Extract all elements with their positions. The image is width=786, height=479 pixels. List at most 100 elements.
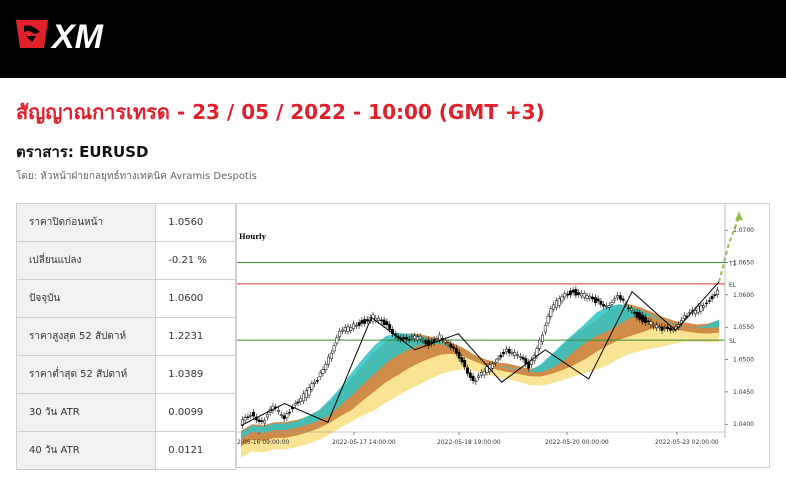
candle-body (560, 296, 564, 302)
candle-body (485, 366, 489, 373)
candle-body (621, 298, 625, 301)
candle-body (535, 348, 539, 356)
svg-text:XM: XM (50, 18, 104, 56)
candle-body (557, 298, 561, 306)
candle-body (452, 346, 456, 349)
candle-body (446, 342, 450, 345)
candle-body (705, 302, 708, 305)
candle-body (310, 383, 314, 390)
price-chart: Hourly T1 EL SL 1.0400 1.0450 1.0500 1.0550 1.0… (236, 203, 770, 468)
candle-body (438, 334, 442, 341)
candle-body (682, 315, 686, 319)
stat-label: เปลี่ยนแปลง (15, 241, 157, 280)
stat-value: -0.21 % (155, 241, 236, 280)
zigzag-line (240, 281, 720, 426)
level-label: T1 (728, 261, 737, 268)
candle-body (410, 336, 414, 339)
candle-body (315, 380, 319, 382)
candle-body (702, 305, 706, 309)
candle-body (263, 420, 267, 424)
candle-body (246, 416, 250, 418)
candle-body (296, 401, 300, 404)
candle-body (463, 360, 467, 368)
candle-body (566, 293, 569, 296)
candle-body (243, 417, 247, 421)
xm-logo-icon[interactable]: XM (14, 12, 134, 56)
candle-body (407, 338, 411, 341)
candle-body (474, 380, 478, 383)
candle-body (513, 351, 517, 356)
candle-body (607, 305, 611, 308)
price-chart-svg: Hourly T1 EL SL 1.0400 1.0450 1.0500 1.0550 1.0… (237, 204, 754, 458)
candle-body (435, 338, 439, 341)
candle-body (649, 321, 653, 325)
timeframe-label: Hourly (239, 232, 267, 241)
candle-body (466, 367, 469, 374)
candle-body (574, 289, 578, 296)
candle-body (596, 298, 600, 302)
candle-body (249, 414, 253, 417)
candle-body (413, 335, 417, 340)
candle-body (402, 337, 406, 340)
candle-body (518, 355, 522, 358)
stat-value: 1.0560 (155, 203, 236, 242)
x-tick-label: 2022-05-23 02:00:00 (655, 439, 719, 446)
x-tick-label: 2-05-16 09:00:00 (237, 439, 289, 446)
candle-body (479, 372, 483, 376)
candle-body (385, 321, 389, 325)
stats-row: ราคาสูงสุด 52 สัปดาห์ 1.2231 (15, 317, 236, 356)
candle-body (563, 293, 567, 298)
stat-label: ราคาสูงสุด 52 สัปดาห์ (15, 317, 157, 356)
instrument-heading: ตราสาร: EURUSD (16, 143, 149, 161)
y-tick-label: 1.0500 (733, 357, 754, 364)
candle-body (602, 304, 606, 307)
candle-body (282, 415, 286, 420)
candle-body (502, 351, 506, 355)
candle-body (388, 324, 392, 330)
candle-body (460, 357, 464, 363)
candle-body (635, 311, 639, 318)
candle-body (593, 297, 597, 304)
candle-body (552, 304, 556, 310)
x-tick-label: 2022-05-17 14:00:00 (332, 439, 396, 446)
projection-line (718, 216, 740, 283)
candle-body (568, 290, 572, 296)
candle-body (632, 311, 636, 314)
candle-body (599, 300, 603, 305)
candle-body (285, 413, 289, 419)
stat-value: 1.0389 (155, 355, 236, 394)
candle-body (468, 372, 472, 378)
candle-body (668, 327, 672, 331)
stat-label: ราคาปิดก่อนหน้า (15, 203, 157, 242)
stat-label: 30 วัน ATR (15, 393, 157, 432)
candle-body (630, 308, 633, 311)
stat-value: 1.2231 (155, 317, 236, 356)
stats-row: 30 วัน ATR 0.0099 (15, 393, 236, 432)
candle-body (279, 414, 283, 416)
candle-body (321, 369, 325, 374)
candle-body (424, 340, 428, 345)
candle-body (499, 354, 503, 358)
band-yellow (241, 326, 719, 458)
candle-body (579, 293, 583, 297)
stats-row: ราคาปิดก่อนหน้า 1.0560 (15, 203, 236, 242)
candle-body (627, 307, 631, 310)
candle-body (660, 326, 664, 331)
candle-body (699, 305, 703, 312)
candle-body (416, 336, 419, 341)
candle-body (418, 336, 422, 340)
candle-body (260, 420, 264, 422)
candle-body (482, 370, 486, 376)
candle-body (265, 414, 269, 418)
candle-body (571, 289, 575, 293)
candle-body (696, 305, 700, 313)
stat-label: ปัจจุบัน (15, 279, 157, 318)
candle-body (318, 372, 322, 378)
candle-body (546, 315, 550, 324)
stats-row: เปลี่ยนแปลง -0.21 % (15, 241, 236, 280)
candle-body (313, 381, 317, 384)
stats-table: ราคาปิดก่อนหน้า 1.0560 เปลี่ยนแปลง -0.21 %… (15, 203, 236, 470)
candle-body (449, 343, 453, 348)
candle-body (338, 330, 342, 338)
candle-body (716, 289, 720, 295)
